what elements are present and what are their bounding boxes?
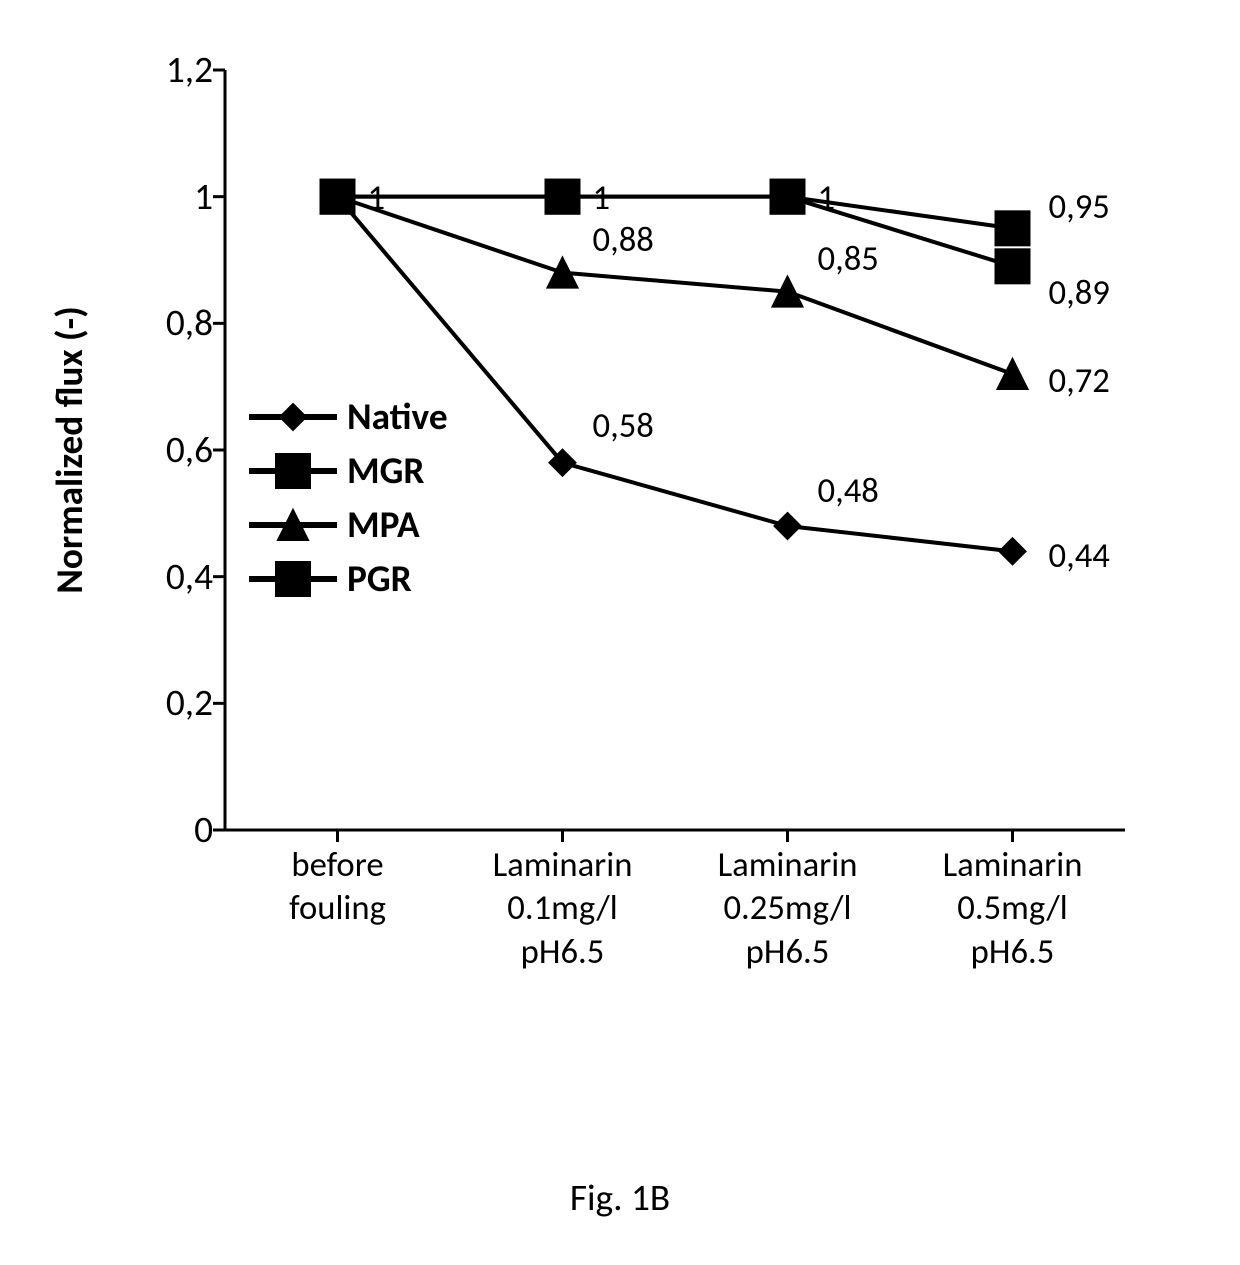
x-tick-label: Laminarin0.1mg/lpH6.5 (493, 830, 633, 974)
data-label: 1 (593, 177, 611, 219)
legend-label: MGR (347, 448, 424, 494)
series-marker (771, 180, 805, 214)
plot-area: Normalized flux (-) NativeMGRMPAPGR 00,2… (225, 70, 1125, 830)
y-tick-label: 0,2 (166, 680, 225, 726)
data-label: 0,48 (818, 470, 879, 512)
series-marker (996, 249, 1030, 283)
data-label: 0,95 (1049, 186, 1110, 228)
x-tick-label: beforefouling (289, 830, 386, 931)
y-axis-label: Normalized flux (-) (47, 306, 93, 593)
series-line (338, 197, 1013, 374)
legend: Native MGR MPA PGR (249, 390, 448, 606)
legend-item: PGR (249, 552, 448, 606)
series-marker (775, 513, 801, 539)
x-tick-label: Laminarin0.25mg/lpH6.5 (718, 830, 858, 974)
y-tick-label: 0,4 (166, 554, 225, 600)
y-tick-label: 0,6 (166, 427, 225, 473)
legend-item: MGR (249, 444, 448, 498)
data-label: 0,85 (818, 238, 879, 280)
data-label: 0,44 (1049, 535, 1110, 577)
series-line (338, 197, 1013, 229)
data-label: 0,72 (1049, 360, 1110, 402)
legend-label: Native (347, 394, 448, 440)
legend-label: MPA (347, 502, 420, 548)
series-marker (1000, 538, 1026, 564)
y-tick-label: 0,8 (166, 300, 225, 346)
data-label: 1 (368, 177, 386, 219)
legend-label: PGR (347, 556, 412, 602)
x-tick-label: Laminarin0.5mg/lpH6.5 (943, 830, 1083, 974)
legend-item: MPA (249, 498, 448, 552)
data-label: 0,88 (593, 219, 654, 261)
data-label: 0,58 (593, 405, 654, 447)
series-marker (998, 359, 1028, 389)
data-label: 1 (818, 177, 836, 219)
series-marker (996, 211, 1030, 245)
legend-marker-icon (249, 505, 337, 545)
legend-marker-icon (249, 397, 337, 437)
figure-container: Normalized flux (-) Native MGR MPA PGR 0 0,2… (0, 0, 1240, 1265)
series-marker (321, 180, 355, 214)
data-label: 0,89 (1049, 272, 1110, 314)
legend-marker-icon (249, 451, 337, 491)
series-marker (546, 180, 580, 214)
y-tick-label: 1,2 (166, 47, 225, 93)
legend-marker-icon (249, 559, 337, 599)
legend-item: Native (249, 390, 448, 444)
y-tick-label: 1 (194, 174, 225, 220)
figure-caption: Fig. 1B (570, 1175, 670, 1221)
y-tick-label: 0 (194, 807, 225, 853)
